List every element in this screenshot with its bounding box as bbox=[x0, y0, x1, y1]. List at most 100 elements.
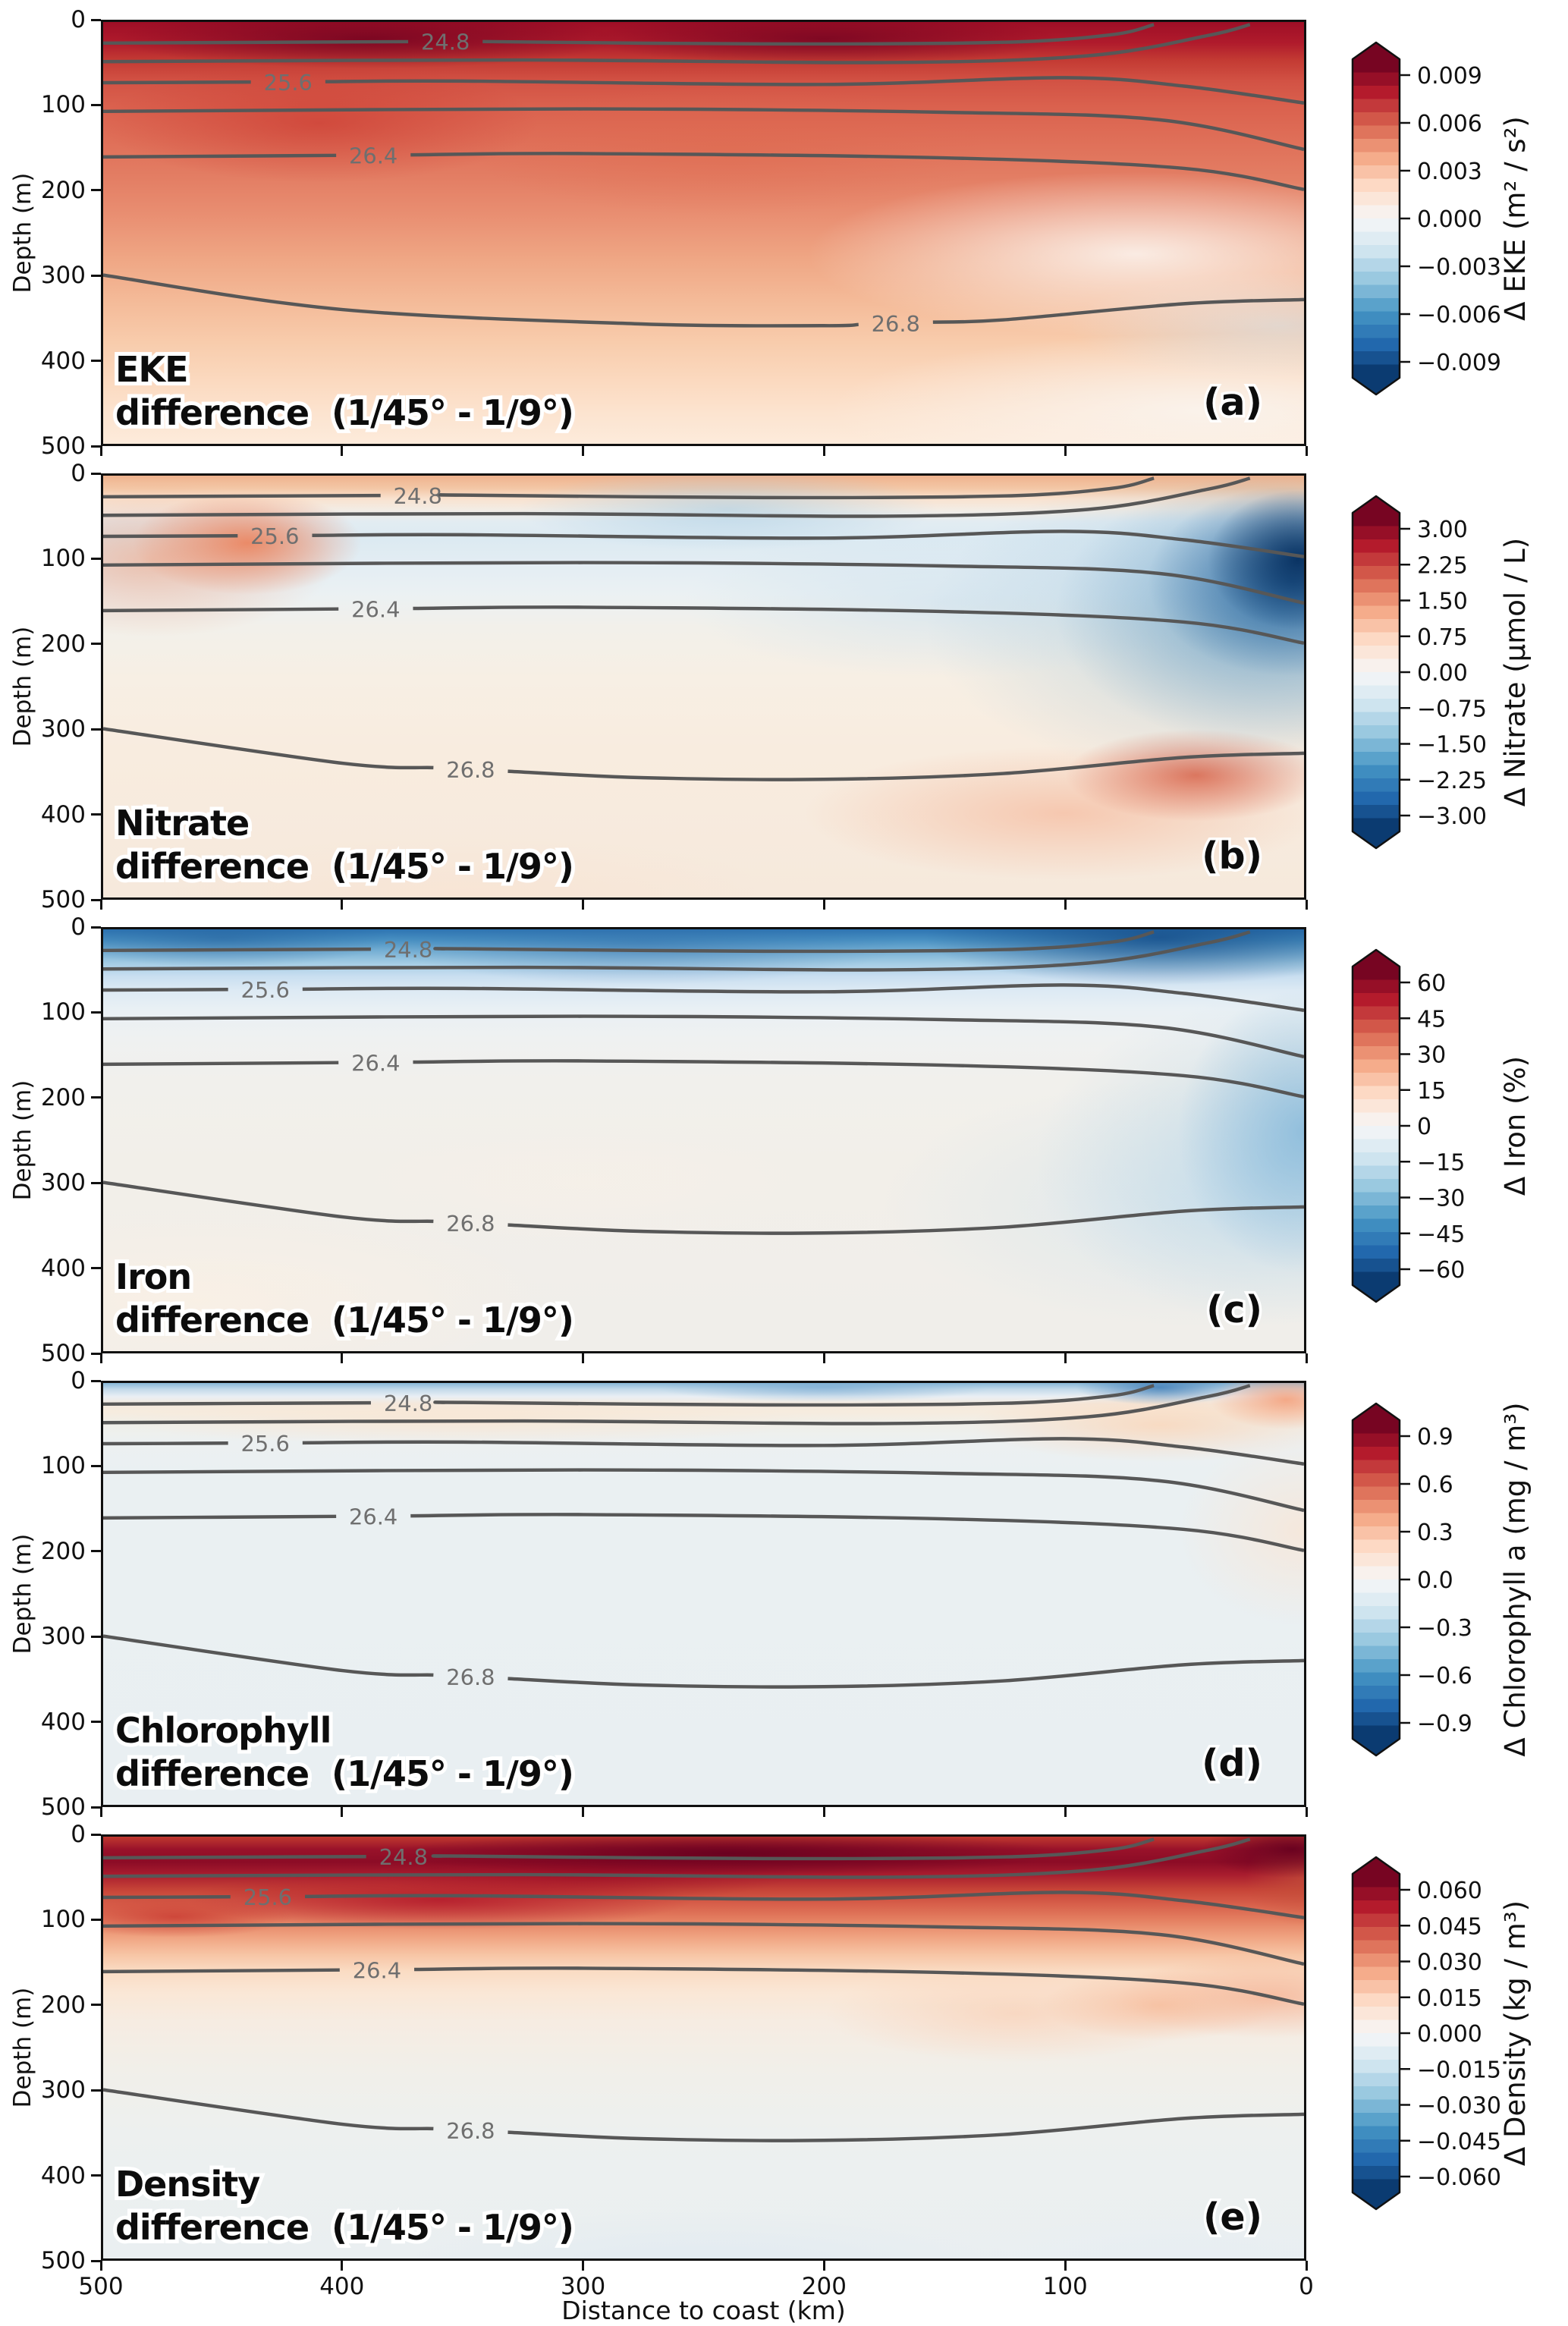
x-tick-label: 300 bbox=[561, 2273, 606, 2300]
panel-nitrate-difference: Depth (m) 24.8 25.6 26.4 26.8 Nitrate diffe… bbox=[0, 460, 1568, 913]
colorbar-tick-label: 0.00 bbox=[1417, 660, 1468, 687]
x-axis-label: Distance to coast (km) bbox=[561, 2296, 846, 2325]
contour-line-25.2 bbox=[103, 1384, 1251, 1425]
panel-title: Chlorophyll difference (1/45° - 1/9°) bbox=[112, 1706, 578, 1798]
y-tick-label: 400 bbox=[40, 347, 86, 375]
colorbar-tick-label: −0.030 bbox=[1417, 2093, 1501, 2120]
y-tick-mark bbox=[91, 1635, 101, 1638]
x-tick-mark bbox=[341, 1353, 344, 1363]
y-tick-label: 100 bbox=[40, 1452, 86, 1480]
y-tick-mark bbox=[91, 1806, 101, 1809]
y-tick-mark bbox=[91, 926, 101, 929]
contour-line-24.8 bbox=[482, 23, 1155, 46]
panel-chlorophyll-difference: Depth (m) 24.8 25.6 26.4 26.8 Chlorophyll d… bbox=[0, 1368, 1568, 1820]
contour-label-26.8: 26.8 bbox=[446, 1211, 495, 1237]
x-tick-mark bbox=[1305, 446, 1308, 456]
colorbar-density: 0.060 0.045 0.030 0.015 0.000 −0.015 −0.030 −0.… bbox=[1351, 1851, 1568, 2219]
contour-line-26.4 bbox=[413, 605, 1304, 645]
colorbar-tick-label: −0.045 bbox=[1417, 2129, 1501, 2155]
contour-label-24.8: 24.8 bbox=[384, 1391, 432, 1416]
contour-label-26.8: 26.8 bbox=[446, 1664, 495, 1690]
colorbar-eke: 0.009 0.006 0.003 0.000 −0.003 −0.006 −0.009 Δ … bbox=[1351, 36, 1568, 404]
colorbar-tick-label: −0.75 bbox=[1417, 696, 1487, 722]
y-tick-label: 500 bbox=[40, 432, 86, 460]
contour-line-24.8 bbox=[103, 39, 409, 46]
y-tick-mark bbox=[91, 1464, 101, 1467]
y-tick-mark bbox=[91, 643, 101, 646]
isopycnal-contours: 24.8 25.6 26.4 26.8 bbox=[103, 23, 1304, 337]
contour-line-26.8 bbox=[507, 751, 1304, 781]
contour-line-24.8 bbox=[103, 493, 381, 499]
x-tick-mark bbox=[1064, 900, 1067, 910]
y-tick-label: 400 bbox=[40, 800, 86, 828]
contour-line-25.6 bbox=[302, 983, 1304, 1012]
panel-title-variable: Chlorophyll bbox=[112, 1706, 335, 1755]
isopycnal-contours: 24.8 25.6 26.4 26.8 bbox=[103, 930, 1304, 1237]
panel-letter: (c) bbox=[1204, 1286, 1265, 1334]
y-tick-label: 500 bbox=[40, 886, 86, 913]
y-tick-mark bbox=[91, 2004, 101, 2007]
contour-line-26.8 bbox=[507, 1205, 1304, 1235]
y-tick-mark bbox=[91, 557, 101, 560]
y-tick-label: 400 bbox=[40, 1708, 86, 1736]
y-tick-mark bbox=[91, 472, 101, 475]
contour-line-25.6 bbox=[312, 530, 1304, 558]
x-tick-mark bbox=[822, 900, 825, 910]
y-tick-label: 200 bbox=[40, 630, 86, 658]
colorbar-tick-label: 0.9 bbox=[1417, 1424, 1453, 1451]
colorbar-svg: 0.9 0.6 0.3 0.0 −0.3 −0.6 −0.9 Δ Chlorophyll a … bbox=[1351, 1402, 1532, 1757]
panel-letter: (b) bbox=[1199, 832, 1265, 881]
y-tick-label: 200 bbox=[40, 1083, 86, 1111]
colorbar-tick-label: 3.00 bbox=[1417, 517, 1468, 543]
contour-line-26.4 bbox=[103, 1968, 340, 1974]
contour-line-24.8 bbox=[433, 1384, 1155, 1407]
panel-title: Density difference (1/45° - 1/9°) bbox=[112, 2160, 578, 2252]
colorbar-unit-label: Δ Nitrate (μmol / L) bbox=[1499, 538, 1532, 806]
colorbar-svg: 3.00 2.25 1.50 0.75 0.00 −0.75 −1.50 −2.25 −3.00… bbox=[1351, 495, 1532, 850]
colorbar-tick-label: −15 bbox=[1417, 1149, 1465, 1176]
panel-title: Iron difference (1/45° - 1/9°) bbox=[112, 1253, 578, 1344]
y-tick-mark bbox=[91, 1550, 101, 1553]
y-tick-label: 0 bbox=[71, 1821, 86, 1848]
colorbar-tick-label: −0.060 bbox=[1417, 2164, 1501, 2191]
contour-line-24.8 bbox=[103, 947, 371, 953]
panel-title: EKE difference (1/45° - 1/9°) bbox=[112, 345, 578, 437]
x-tick-mark bbox=[341, 900, 344, 910]
y-tick-mark bbox=[91, 1721, 101, 1724]
x-tick-mark bbox=[1305, 1353, 1308, 1363]
colorbar-tick-label: −0.6 bbox=[1417, 1663, 1472, 1689]
panel-title-subtitle: difference (1/45° - 1/9°) bbox=[112, 2203, 578, 2252]
isopycnal-contours: 24.8 25.6 26.4 26.8 bbox=[103, 1384, 1304, 1690]
y-tick-label: 500 bbox=[40, 2247, 86, 2274]
x-tick-mark bbox=[1064, 2261, 1067, 2271]
panel-title: Nitrate difference (1/45° - 1/9°) bbox=[112, 799, 578, 891]
y-tick-mark bbox=[91, 189, 101, 192]
y-tick-label: 0 bbox=[71, 913, 86, 941]
x-tick-mark bbox=[341, 2261, 344, 2271]
x-tick-mark bbox=[1305, 1807, 1308, 1817]
contour-line-25.6 bbox=[325, 76, 1304, 105]
colorbar-tick-label: 0.045 bbox=[1417, 1913, 1482, 1940]
panel-title-subtitle: difference (1/45° - 1/9°) bbox=[112, 842, 578, 891]
contourf-field-chlorophyll bbox=[103, 1383, 1304, 1805]
y-tick-mark bbox=[91, 18, 101, 21]
panel-iron-difference: Depth (m) 24.8 25.6 26.4 26.8 Iron differen… bbox=[0, 914, 1568, 1366]
contour-line-24.8 bbox=[103, 1400, 371, 1407]
contour-line-26.8 bbox=[103, 727, 434, 770]
x-tick-mark bbox=[822, 446, 825, 456]
y-tick-mark bbox=[91, 1096, 101, 1099]
colorbar-gradient-bar bbox=[1351, 41, 1401, 396]
contour-line-26.8 bbox=[103, 273, 859, 328]
panel-title-subtitle: difference (1/45° - 1/9°) bbox=[112, 1749, 578, 1798]
x-tick-mark bbox=[822, 1807, 825, 1817]
colorbar-iron: 60 45 30 15 0 −15 −30 −45 −60 Δ Iron (%) bbox=[1351, 944, 1568, 1312]
plot-area-nitrate: 24.8 25.6 26.4 26.8 Nitrate difference (1/4… bbox=[101, 473, 1306, 900]
colorbar-tick-label: −60 bbox=[1417, 1257, 1465, 1284]
x-tick-mark bbox=[1064, 1353, 1067, 1363]
contour-line-25.6 bbox=[302, 1437, 1304, 1466]
contour-line-26.8 bbox=[507, 1658, 1304, 1689]
x-tick-mark bbox=[582, 446, 585, 456]
colorbar-tick-label: −0.006 bbox=[1417, 302, 1501, 328]
y-tick-mark bbox=[91, 813, 101, 816]
contour-label-26.4: 26.4 bbox=[353, 1957, 401, 1983]
